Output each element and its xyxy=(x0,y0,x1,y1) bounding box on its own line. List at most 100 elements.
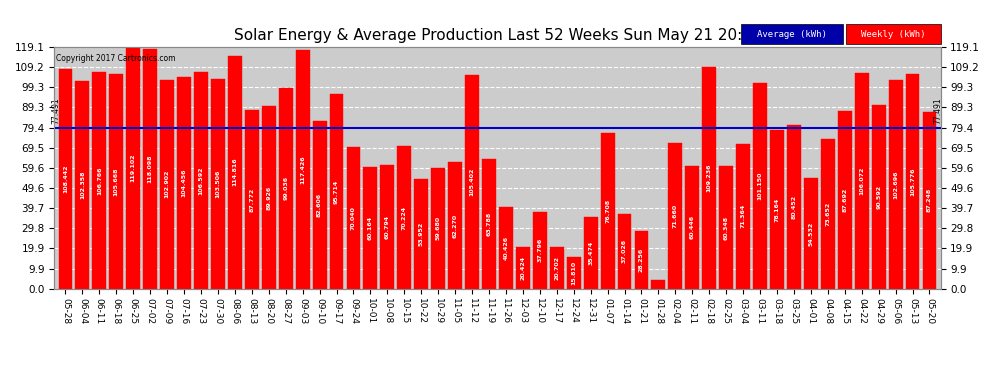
Text: 71.364: 71.364 xyxy=(741,204,745,228)
Bar xyxy=(635,231,648,289)
Text: 15.810: 15.810 xyxy=(571,261,576,285)
Text: 99.036: 99.036 xyxy=(283,176,288,200)
Bar xyxy=(668,143,682,289)
Text: 109.236: 109.236 xyxy=(707,164,712,192)
Bar xyxy=(872,105,886,289)
Text: 59.680: 59.680 xyxy=(436,216,441,240)
Bar xyxy=(804,178,818,289)
Text: 102.696: 102.696 xyxy=(893,170,898,199)
Text: 77.491: 77.491 xyxy=(51,98,60,124)
Text: 35.474: 35.474 xyxy=(588,241,593,265)
Bar xyxy=(296,50,310,289)
Bar xyxy=(346,147,360,289)
Text: Copyright 2017 Cartronics.com: Copyright 2017 Cartronics.com xyxy=(56,54,175,63)
Text: 104.456: 104.456 xyxy=(181,168,186,197)
Text: 28.256: 28.256 xyxy=(639,248,644,272)
Text: 60.446: 60.446 xyxy=(690,215,695,239)
Text: 117.426: 117.426 xyxy=(300,155,305,184)
Text: 71.660: 71.660 xyxy=(673,204,678,228)
Bar xyxy=(432,168,446,289)
Bar xyxy=(737,144,750,289)
Text: 76.708: 76.708 xyxy=(605,199,610,223)
Text: 102.902: 102.902 xyxy=(164,170,169,198)
Text: 108.442: 108.442 xyxy=(63,164,68,193)
Bar xyxy=(211,78,225,289)
Text: 90.592: 90.592 xyxy=(876,185,881,209)
Bar xyxy=(58,69,72,289)
Bar xyxy=(584,217,598,289)
Text: 87.248: 87.248 xyxy=(927,188,932,212)
Bar xyxy=(549,247,563,289)
Bar xyxy=(533,212,546,289)
Bar xyxy=(906,74,920,289)
Text: 105.668: 105.668 xyxy=(114,167,119,196)
Text: 77.491: 77.491 xyxy=(934,98,942,124)
Text: 114.816: 114.816 xyxy=(233,158,238,186)
Bar xyxy=(770,130,784,289)
Bar xyxy=(245,111,258,289)
Bar xyxy=(720,166,734,289)
Text: 62.270: 62.270 xyxy=(452,213,457,238)
Bar xyxy=(160,80,174,289)
Bar xyxy=(651,280,665,289)
Text: 102.358: 102.358 xyxy=(80,171,85,199)
Bar xyxy=(787,125,801,289)
FancyBboxPatch shape xyxy=(845,24,940,45)
Bar xyxy=(313,121,327,289)
FancyBboxPatch shape xyxy=(742,24,843,45)
Bar xyxy=(923,111,937,289)
Bar xyxy=(566,256,581,289)
Text: 95.714: 95.714 xyxy=(334,179,339,204)
Text: 80.452: 80.452 xyxy=(791,195,796,219)
Bar xyxy=(109,74,123,289)
Text: 78.164: 78.164 xyxy=(774,197,779,222)
Text: 54.532: 54.532 xyxy=(809,221,814,246)
Bar xyxy=(482,159,496,289)
Bar xyxy=(601,133,615,289)
Bar xyxy=(499,207,513,289)
Text: 37.026: 37.026 xyxy=(622,239,627,263)
Bar xyxy=(702,67,716,289)
Bar xyxy=(854,74,868,289)
Text: 70.224: 70.224 xyxy=(402,206,407,230)
Bar xyxy=(838,111,851,289)
Text: 60.794: 60.794 xyxy=(385,215,390,239)
Text: 73.652: 73.652 xyxy=(826,202,831,226)
Title: Solar Energy & Average Production Last 52 Weeks Sun May 21 20:00: Solar Energy & Average Production Last 5… xyxy=(234,28,761,43)
Bar xyxy=(75,81,89,289)
Text: 105.402: 105.402 xyxy=(469,168,474,196)
Text: 60.348: 60.348 xyxy=(724,215,729,240)
Text: 82.606: 82.606 xyxy=(317,193,322,217)
Bar xyxy=(92,72,106,289)
Text: 106.592: 106.592 xyxy=(199,166,204,195)
Text: 103.506: 103.506 xyxy=(216,170,221,198)
Bar xyxy=(448,162,462,289)
Bar xyxy=(144,49,157,289)
Text: 89.926: 89.926 xyxy=(266,185,271,210)
Bar xyxy=(465,75,479,289)
Text: 60.164: 60.164 xyxy=(368,216,373,240)
Text: 119.102: 119.102 xyxy=(131,153,136,182)
Bar xyxy=(194,72,208,289)
Bar xyxy=(330,94,344,289)
Bar xyxy=(516,247,530,289)
Bar xyxy=(889,80,903,289)
Text: 101.150: 101.150 xyxy=(757,172,762,200)
Text: 40.426: 40.426 xyxy=(504,236,509,260)
Bar xyxy=(753,83,767,289)
Bar xyxy=(685,166,699,289)
Text: 105.776: 105.776 xyxy=(910,167,915,196)
Bar xyxy=(261,106,275,289)
Bar xyxy=(397,146,411,289)
Bar xyxy=(228,56,242,289)
Bar xyxy=(414,179,429,289)
Text: 70.040: 70.040 xyxy=(351,206,356,230)
Text: 20.702: 20.702 xyxy=(554,256,559,280)
Text: Average (kWh): Average (kWh) xyxy=(757,30,827,39)
Bar xyxy=(279,88,293,289)
Text: 87.692: 87.692 xyxy=(842,188,847,212)
Bar xyxy=(380,165,394,289)
Text: 118.098: 118.098 xyxy=(148,154,152,183)
Text: 20.424: 20.424 xyxy=(521,256,526,280)
Bar xyxy=(177,76,191,289)
